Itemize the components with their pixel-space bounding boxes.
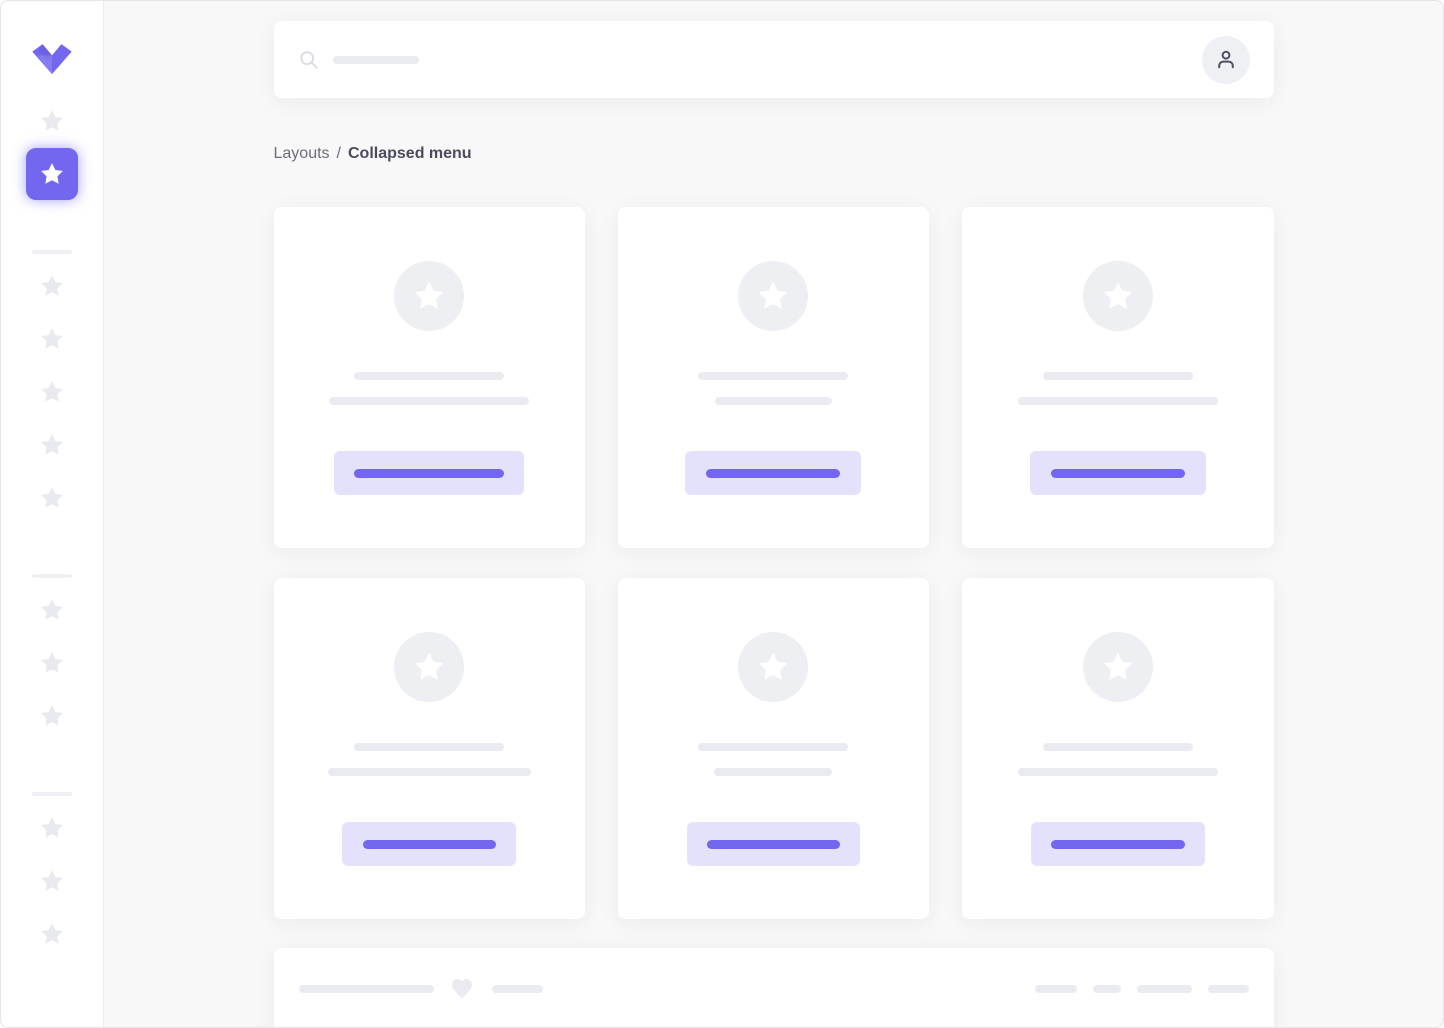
footer: [273, 948, 1274, 1027]
card-avatar: [394, 632, 465, 702]
star-icon: [41, 652, 63, 673]
placeholder-card: [962, 578, 1274, 919]
placeholder-card: [273, 578, 585, 919]
search-placeholder-line: [332, 55, 419, 64]
footer-link-placeholder: [1034, 985, 1077, 993]
sidebar-section-divider: [32, 574, 72, 578]
main-content: Layouts / Collapsed menu: [104, 1, 1443, 1027]
star-icon: [1103, 281, 1132, 309]
card-title-placeholder: [354, 372, 505, 380]
placeholder-card: [273, 207, 585, 548]
sidebar-section-divider: [32, 250, 72, 254]
button-label-placeholder: [706, 468, 841, 478]
card-action-button[interactable]: [1029, 451, 1206, 495]
placeholder-card: [617, 578, 930, 919]
footer-link-placeholder: [1092, 985, 1121, 993]
vuexy-v-logo-icon: [32, 44, 72, 75]
star-icon: [41, 434, 63, 455]
app-logo-button[interactable]: [30, 43, 74, 75]
sidebar-item-star[interactable]: [26, 419, 78, 471]
breadcrumb-separator: /: [336, 145, 341, 162]
star-icon: [414, 281, 444, 309]
sidebar-nav: [1, 95, 103, 961]
sidebar-item-star[interactable]: [26, 313, 78, 365]
sidebar-item-star[interactable]: [26, 908, 78, 960]
star-icon: [41, 487, 63, 508]
card-avatar: [1082, 261, 1153, 331]
card-title-placeholder: [354, 743, 505, 751]
star-icon: [41, 705, 63, 726]
sidebar-item-star[interactable]: [26, 260, 78, 312]
sidebar-item-star[interactable]: [26, 95, 78, 147]
search-icon: [299, 50, 318, 69]
card-subtitle-placeholder: [1017, 768, 1218, 776]
card-title-placeholder: [698, 372, 849, 380]
breadcrumb-link-layouts[interactable]: Layouts: [273, 145, 330, 162]
card-subtitle-placeholder: [714, 768, 833, 776]
star-icon: [41, 817, 63, 838]
card-action-button[interactable]: [686, 822, 860, 866]
footer-link-placeholder: [1207, 985, 1249, 993]
card-action-button[interactable]: [342, 822, 517, 866]
card-avatar: [394, 261, 465, 331]
sidebar-item-star[interactable]: [26, 366, 78, 418]
button-label-placeholder: [1050, 468, 1185, 478]
placeholder-card: [617, 207, 930, 548]
sidebar-item-star[interactable]: [26, 472, 78, 524]
footer-text-line-1: [298, 985, 434, 993]
star-icon: [759, 652, 788, 680]
user-avatar-button[interactable]: [1201, 35, 1250, 84]
sidebar: [1, 1, 104, 1027]
card-action-button[interactable]: [334, 451, 525, 495]
card-avatar: [738, 261, 809, 331]
sidebar-item-star[interactable]: [26, 802, 78, 854]
card-subtitle-placeholder: [1017, 397, 1218, 405]
footer-links: [1034, 985, 1249, 993]
star-icon: [759, 281, 788, 309]
sidebar-section-divider: [32, 792, 72, 796]
card-grid: [273, 207, 1274, 919]
button-label-placeholder: [706, 839, 840, 849]
star-icon: [41, 110, 63, 131]
star-icon: [414, 652, 444, 680]
sidebar-item-star[interactable]: [26, 855, 78, 907]
footer-link-placeholder: [1136, 985, 1192, 993]
breadcrumb-current-page: Collapsed menu: [348, 145, 472, 162]
star-icon: [41, 163, 63, 184]
star-icon: [41, 275, 63, 296]
star-icon: [41, 381, 63, 402]
button-label-placeholder: [354, 468, 505, 478]
star-icon: [41, 923, 63, 944]
card-subtitle-placeholder: [329, 397, 530, 405]
footer-text-line-2: [491, 985, 543, 993]
breadcrumb: Layouts / Collapsed menu: [274, 142, 1274, 166]
sidebar-item-star[interactable]: [26, 584, 78, 636]
card-title-placeholder: [1042, 372, 1193, 380]
card-subtitle-placeholder: [327, 768, 531, 776]
card-title-placeholder: [1042, 743, 1193, 751]
star-icon: [41, 599, 63, 620]
star-icon: [41, 870, 63, 891]
card-subtitle-placeholder: [714, 397, 832, 405]
heart-icon: [451, 979, 472, 999]
sidebar-item-star-active[interactable]: [26, 148, 78, 200]
person-icon: [1217, 50, 1234, 68]
search-input[interactable]: [298, 49, 1202, 71]
card-action-button[interactable]: [685, 451, 862, 495]
star-icon: [41, 328, 63, 349]
card-title-placeholder: [698, 743, 849, 751]
button-label-placeholder: [1050, 839, 1185, 849]
card-action-button[interactable]: [1030, 822, 1205, 866]
topbar: [273, 21, 1274, 98]
sidebar-item-star[interactable]: [26, 637, 78, 689]
card-avatar: [738, 632, 809, 702]
button-label-placeholder: [362, 839, 496, 849]
sidebar-item-star[interactable]: [26, 690, 78, 742]
card-avatar: [1082, 632, 1153, 702]
placeholder-card: [962, 207, 1274, 548]
star-icon: [1103, 652, 1132, 680]
